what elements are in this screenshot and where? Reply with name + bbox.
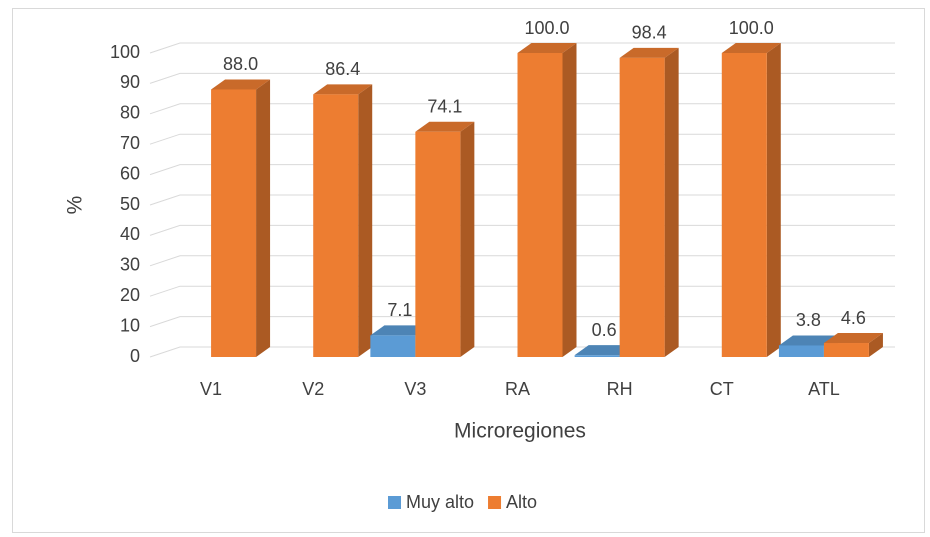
bar-top — [517, 43, 577, 53]
y-tick-label: 50 — [120, 194, 140, 214]
data-label: 0.6 — [592, 320, 617, 340]
x-tick-label: V1 — [200, 379, 222, 399]
x-tick-label: V3 — [404, 379, 426, 399]
legend-swatch — [388, 496, 401, 509]
legend-label: Alto — [506, 492, 537, 512]
data-label: 98.4 — [632, 23, 667, 43]
bar-side — [460, 121, 475, 358]
y-tick-label: 70 — [120, 133, 140, 153]
legend-label: Muy alto — [406, 492, 474, 512]
y-tick-label: 90 — [120, 72, 140, 92]
bar-side — [766, 43, 781, 357]
y-tick-label: 60 — [120, 163, 140, 183]
bar-side — [358, 84, 373, 358]
grid-line — [149, 42, 895, 54]
bar-top — [313, 84, 373, 95]
data-label: 86.4 — [325, 59, 360, 79]
bar-top — [574, 345, 634, 356]
bar-side — [664, 47, 679, 357]
bar — [619, 57, 665, 357]
x-tick-label: RA — [505, 379, 530, 399]
bar-top — [211, 79, 271, 90]
data-label: 100.0 — [524, 18, 569, 38]
data-label: 74.1 — [427, 96, 462, 116]
x-axis-title: Microregiones — [454, 420, 586, 443]
data-label: 3.8 — [796, 310, 821, 330]
bar-top — [778, 335, 838, 346]
bar — [211, 89, 257, 357]
y-axis-title: % — [64, 196, 87, 215]
y-tick-label: 30 — [120, 255, 140, 275]
data-label: 7.1 — [387, 300, 412, 320]
x-tick-label: V2 — [302, 379, 324, 399]
bar-top — [823, 333, 883, 344]
x-tick-label: ATL — [808, 379, 840, 399]
x-tick-label: RH — [607, 379, 633, 399]
bar — [370, 335, 416, 357]
data-label: 88.0 — [223, 54, 258, 74]
y-tick-label: 0 — [130, 346, 140, 366]
bar — [517, 53, 563, 357]
bar-top — [721, 43, 781, 53]
bar — [574, 355, 620, 357]
y-tick-label: 10 — [120, 315, 140, 335]
bar-top — [370, 325, 430, 336]
y-tick-label: 20 — [120, 285, 140, 305]
bar — [415, 131, 461, 357]
y-tick-label: 100 — [110, 42, 140, 62]
bar-top — [415, 121, 475, 132]
data-label: 100.0 — [729, 18, 774, 38]
bar — [778, 345, 824, 357]
bar — [313, 94, 359, 358]
bar-side — [562, 43, 577, 357]
bar-top — [619, 47, 679, 58]
y-tick-label: 40 — [120, 224, 140, 244]
bar — [823, 343, 869, 357]
legend-swatch — [488, 496, 502, 509]
bar — [721, 53, 767, 357]
data-label: 4.6 — [841, 308, 866, 328]
bar-side — [868, 333, 883, 357]
bar-side — [256, 79, 271, 357]
y-tick-label: 80 — [120, 103, 140, 123]
x-tick-label: CT — [710, 379, 734, 399]
